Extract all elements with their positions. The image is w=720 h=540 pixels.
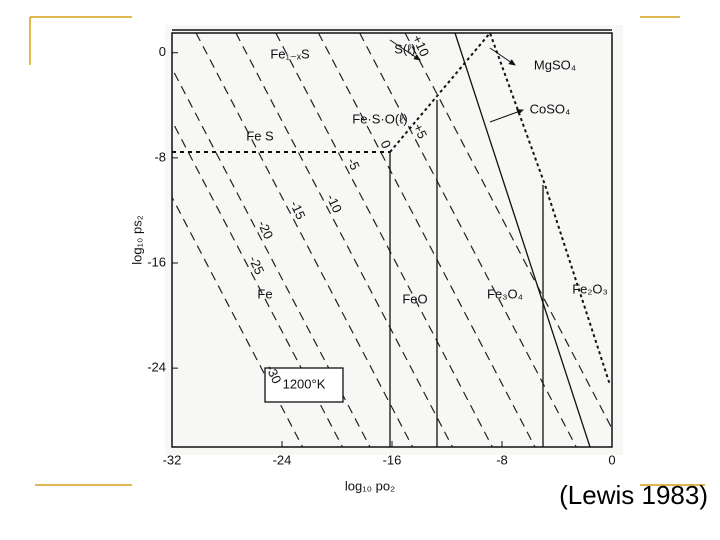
source: (Lewis 1983) <box>559 480 708 510</box>
y-tick-label: 0 <box>159 44 166 59</box>
x-tick-label: -24 <box>273 452 292 467</box>
region-label: FeO <box>402 291 427 306</box>
x-axis-label: log₁₀ po₂ <box>345 478 395 493</box>
scan-background <box>165 25 623 455</box>
contour-label: -10 <box>324 192 346 215</box>
contour-line <box>195 33 414 447</box>
contour-line <box>235 33 454 447</box>
y-tick-label: -8 <box>154 149 166 164</box>
contour-line <box>404 33 612 430</box>
contours <box>172 33 612 447</box>
region-label: Fe₂O₃ <box>572 281 608 296</box>
slide-decor <box>29 16 705 486</box>
contour-label: -5 <box>344 156 362 173</box>
region-label: S(ℓ) <box>394 41 416 56</box>
contour-label: -15 <box>287 198 309 221</box>
contour-label: -20 <box>255 218 277 241</box>
contour-line <box>275 33 493 447</box>
contour-line <box>172 195 304 447</box>
contour-line <box>317 33 536 447</box>
x-tick-label: -16 <box>383 452 402 467</box>
x-tick-label: 0 <box>608 452 615 467</box>
contour-label: -25 <box>246 253 268 276</box>
temperature-label: 1200°K <box>283 376 326 391</box>
contour-label: +5 <box>410 121 430 141</box>
temperature-box <box>264 367 344 403</box>
y-axis-label: log₁₀ ps₂ <box>129 215 144 265</box>
region-label: Fe S <box>246 128 274 143</box>
y-tick-label: -16 <box>147 254 166 269</box>
contour-line <box>172 119 344 447</box>
region-label: Fe·S·O(ℓ) <box>352 111 407 126</box>
x-tick-label: -32 <box>163 452 182 467</box>
region-label: Fe₃O₄ <box>487 286 523 301</box>
region-label: Fe₁₋ₓS <box>270 46 310 61</box>
region-label: CoSO₄ <box>530 101 571 116</box>
y-tick-label: -24 <box>147 360 166 375</box>
region-label: Fe <box>257 286 272 301</box>
contour-line <box>359 33 577 447</box>
x-tick-label: -8 <box>496 452 508 467</box>
contour-label: -30 <box>263 363 285 386</box>
phase-boundaries <box>172 31 611 448</box>
region-label: MgSO₄ <box>534 57 576 72</box>
contour-line <box>172 67 371 447</box>
